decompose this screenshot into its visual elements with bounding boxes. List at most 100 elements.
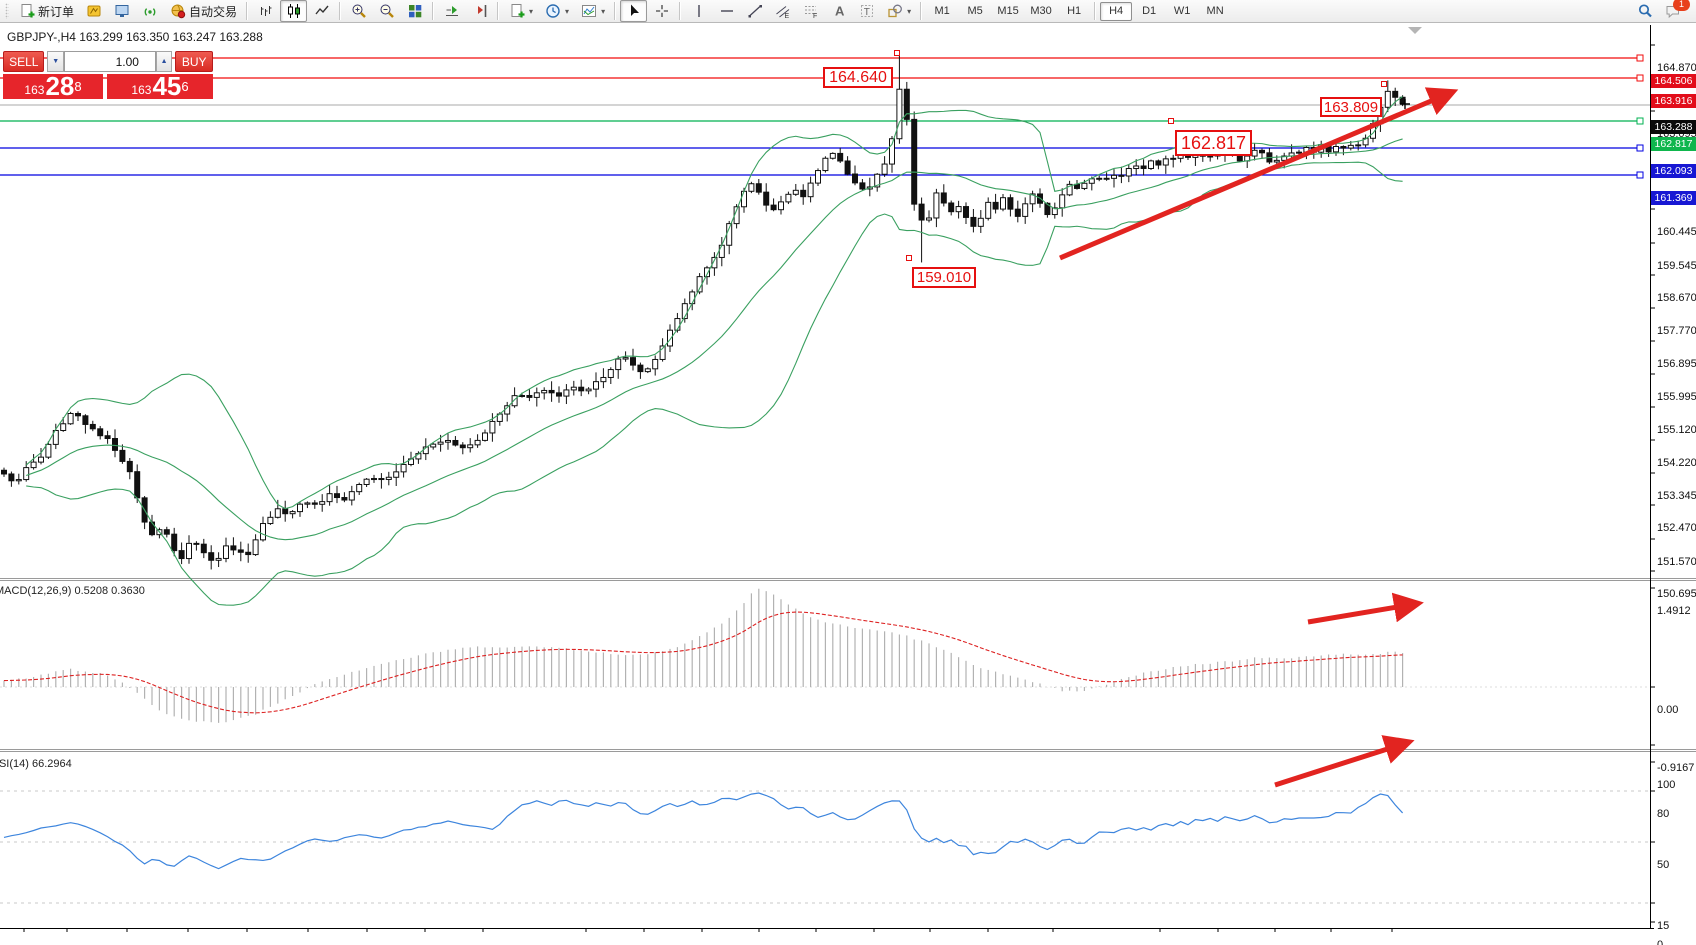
cursor-button[interactable] [620, 0, 648, 22]
clock-button[interactable]: ▾ [539, 0, 574, 22]
hline-handle [1636, 171, 1644, 179]
tile-windows-button[interactable] [401, 0, 428, 22]
timeframe-m15[interactable]: M15 [997, 4, 1019, 17]
auto-scroll-button[interactable] [438, 0, 465, 22]
candlestick-button[interactable] [280, 0, 308, 22]
chart-shift-marker [1408, 27, 1422, 34]
trend-arrow-macd [1307, 592, 1424, 625]
volume-decrease-button[interactable]: ▼ [47, 51, 64, 72]
sell-button[interactable]: SELL [3, 51, 45, 72]
price-annotation[interactable]: 159.010 [912, 267, 976, 288]
fibonacci-icon: F [802, 3, 819, 20]
new-order-label: 新订单 [38, 4, 75, 19]
vertical-line-button[interactable] [685, 0, 712, 22]
chart-shift-button[interactable] [466, 0, 493, 22]
chevron-down-icon: ▾ [907, 6, 912, 16]
zoom-in-icon [350, 3, 367, 20]
timeframe-m5[interactable]: M5 [967, 4, 983, 17]
price-tick: 157.770 [1657, 325, 1696, 337]
zoom-out-button[interactable] [373, 0, 400, 22]
rsi-tick: 0 [1657, 939, 1664, 945]
bid-main: 28 [45, 71, 75, 101]
chart-canvas[interactable] [0, 23, 1696, 945]
timeframe-h1[interactable]: H1 [1067, 4, 1082, 17]
price-tick: 150.695 [1657, 588, 1696, 600]
strategy-tester-icon [113, 3, 130, 20]
volume-input[interactable] [63, 51, 156, 72]
hline-handle [1636, 74, 1644, 82]
rsi-label: RSI(14) 66.2964 [0, 758, 72, 770]
signals-button[interactable] [136, 0, 163, 22]
toolbar-right: 1 [1631, 0, 1696, 22]
price-badge: 162.093 [1651, 164, 1696, 178]
doc-plus [18, 3, 35, 20]
candlestick-icon [285, 3, 302, 20]
templates-icon [508, 3, 525, 20]
chart-window: GBPJPY-,H4 163.299 163.350 163.247 163.2… [0, 23, 1696, 945]
rsi-panel [0, 790, 1650, 904]
channel-button[interactable]: E [769, 0, 796, 22]
timeframe-h4[interactable]: H4 [1100, 1, 1133, 21]
bar-chart-button[interactable] [252, 0, 279, 22]
fibonacci-button[interactable]: F [797, 0, 824, 22]
zoom-in-button[interactable] [345, 0, 372, 22]
autotrading-button[interactable]: 自动交易 [164, 0, 242, 22]
new-order-button[interactable]: 新订单 [13, 0, 79, 22]
line-chart-button[interactable] [308, 0, 335, 22]
price-badge: 162.817 [1651, 137, 1696, 151]
bid-price[interactable]: 163 28 8 [3, 71, 103, 101]
price-annotation[interactable]: 162.817 [1175, 130, 1252, 156]
timeframe-m30[interactable]: M30 [1030, 4, 1052, 17]
hline-handle [1636, 144, 1644, 152]
chat-button[interactable]: 1 [1664, 0, 1690, 20]
timeframe-w1[interactable]: W1 [1173, 4, 1191, 17]
price-tick: 164.870 [1657, 62, 1696, 74]
rsi-tick: 15 [1657, 920, 1670, 932]
svg-text:T: T [863, 7, 869, 18]
bid-sup: 8 [74, 79, 82, 94]
annotation-anchor [894, 50, 900, 56]
text-icon: A [830, 3, 847, 20]
toolbar-separator [339, 2, 342, 20]
rsi-tick: 50 [1657, 859, 1670, 871]
buy-button[interactable]: BUY [175, 51, 213, 72]
horizontal-line-button[interactable] [713, 0, 740, 22]
horizontal-line-icon [718, 3, 735, 20]
price-tick: 159.545 [1657, 260, 1696, 272]
timeframe-mn[interactable]: MN [1206, 4, 1224, 17]
templates-button[interactable]: ▾ [503, 0, 538, 22]
price-badge: 163.916 [1651, 94, 1696, 108]
strategy-tester-button[interactable] [108, 0, 135, 22]
text-button[interactable]: A [825, 0, 852, 22]
timeframe-m1[interactable]: M1 [934, 4, 950, 17]
zoom-out-icon [378, 3, 395, 20]
crosshair-button[interactable] [648, 0, 675, 22]
volume-increase-button[interactable]: ▲ [155, 51, 173, 72]
macd-tick: 1.4912 [1657, 605, 1691, 617]
toolbar-separator [614, 2, 617, 20]
search-button[interactable] [1631, 0, 1658, 22]
ask-price[interactable]: 163 45 6 [107, 73, 213, 99]
shapes-icon [886, 3, 903, 20]
price-tick: 155.120 [1657, 424, 1696, 436]
timeframe-d1[interactable]: D1 [1142, 4, 1157, 17]
globe [169, 3, 186, 20]
auto-scroll-icon [443, 3, 460, 20]
price-badge: 161.369 [1651, 191, 1696, 205]
price-tick: 158.670 [1657, 292, 1696, 304]
shapes-button[interactable]: ▾ [881, 0, 916, 22]
toolbar-grip [5, 3, 9, 19]
trendline-button[interactable] [741, 0, 768, 22]
annotation-anchor [906, 255, 912, 261]
line-chart-icon [313, 3, 330, 20]
price-tick: 151.570 [1657, 556, 1696, 568]
ask-sup: 6 [181, 79, 189, 94]
price-annotation[interactable]: 164.640 [823, 67, 893, 88]
mql-editor-icon [85, 3, 102, 20]
indicators-button[interactable]: ▾ [575, 0, 610, 22]
mql-editor-button[interactable] [80, 0, 107, 22]
text-label-button[interactable]: T [853, 0, 880, 22]
notification-badge: 1 [1673, 0, 1690, 11]
one-click-trade-panel: SELL ▼ ▲ BUY 163 28 8 163 45 6 [3, 51, 213, 99]
price-annotation[interactable]: 163.809 [1320, 97, 1382, 117]
